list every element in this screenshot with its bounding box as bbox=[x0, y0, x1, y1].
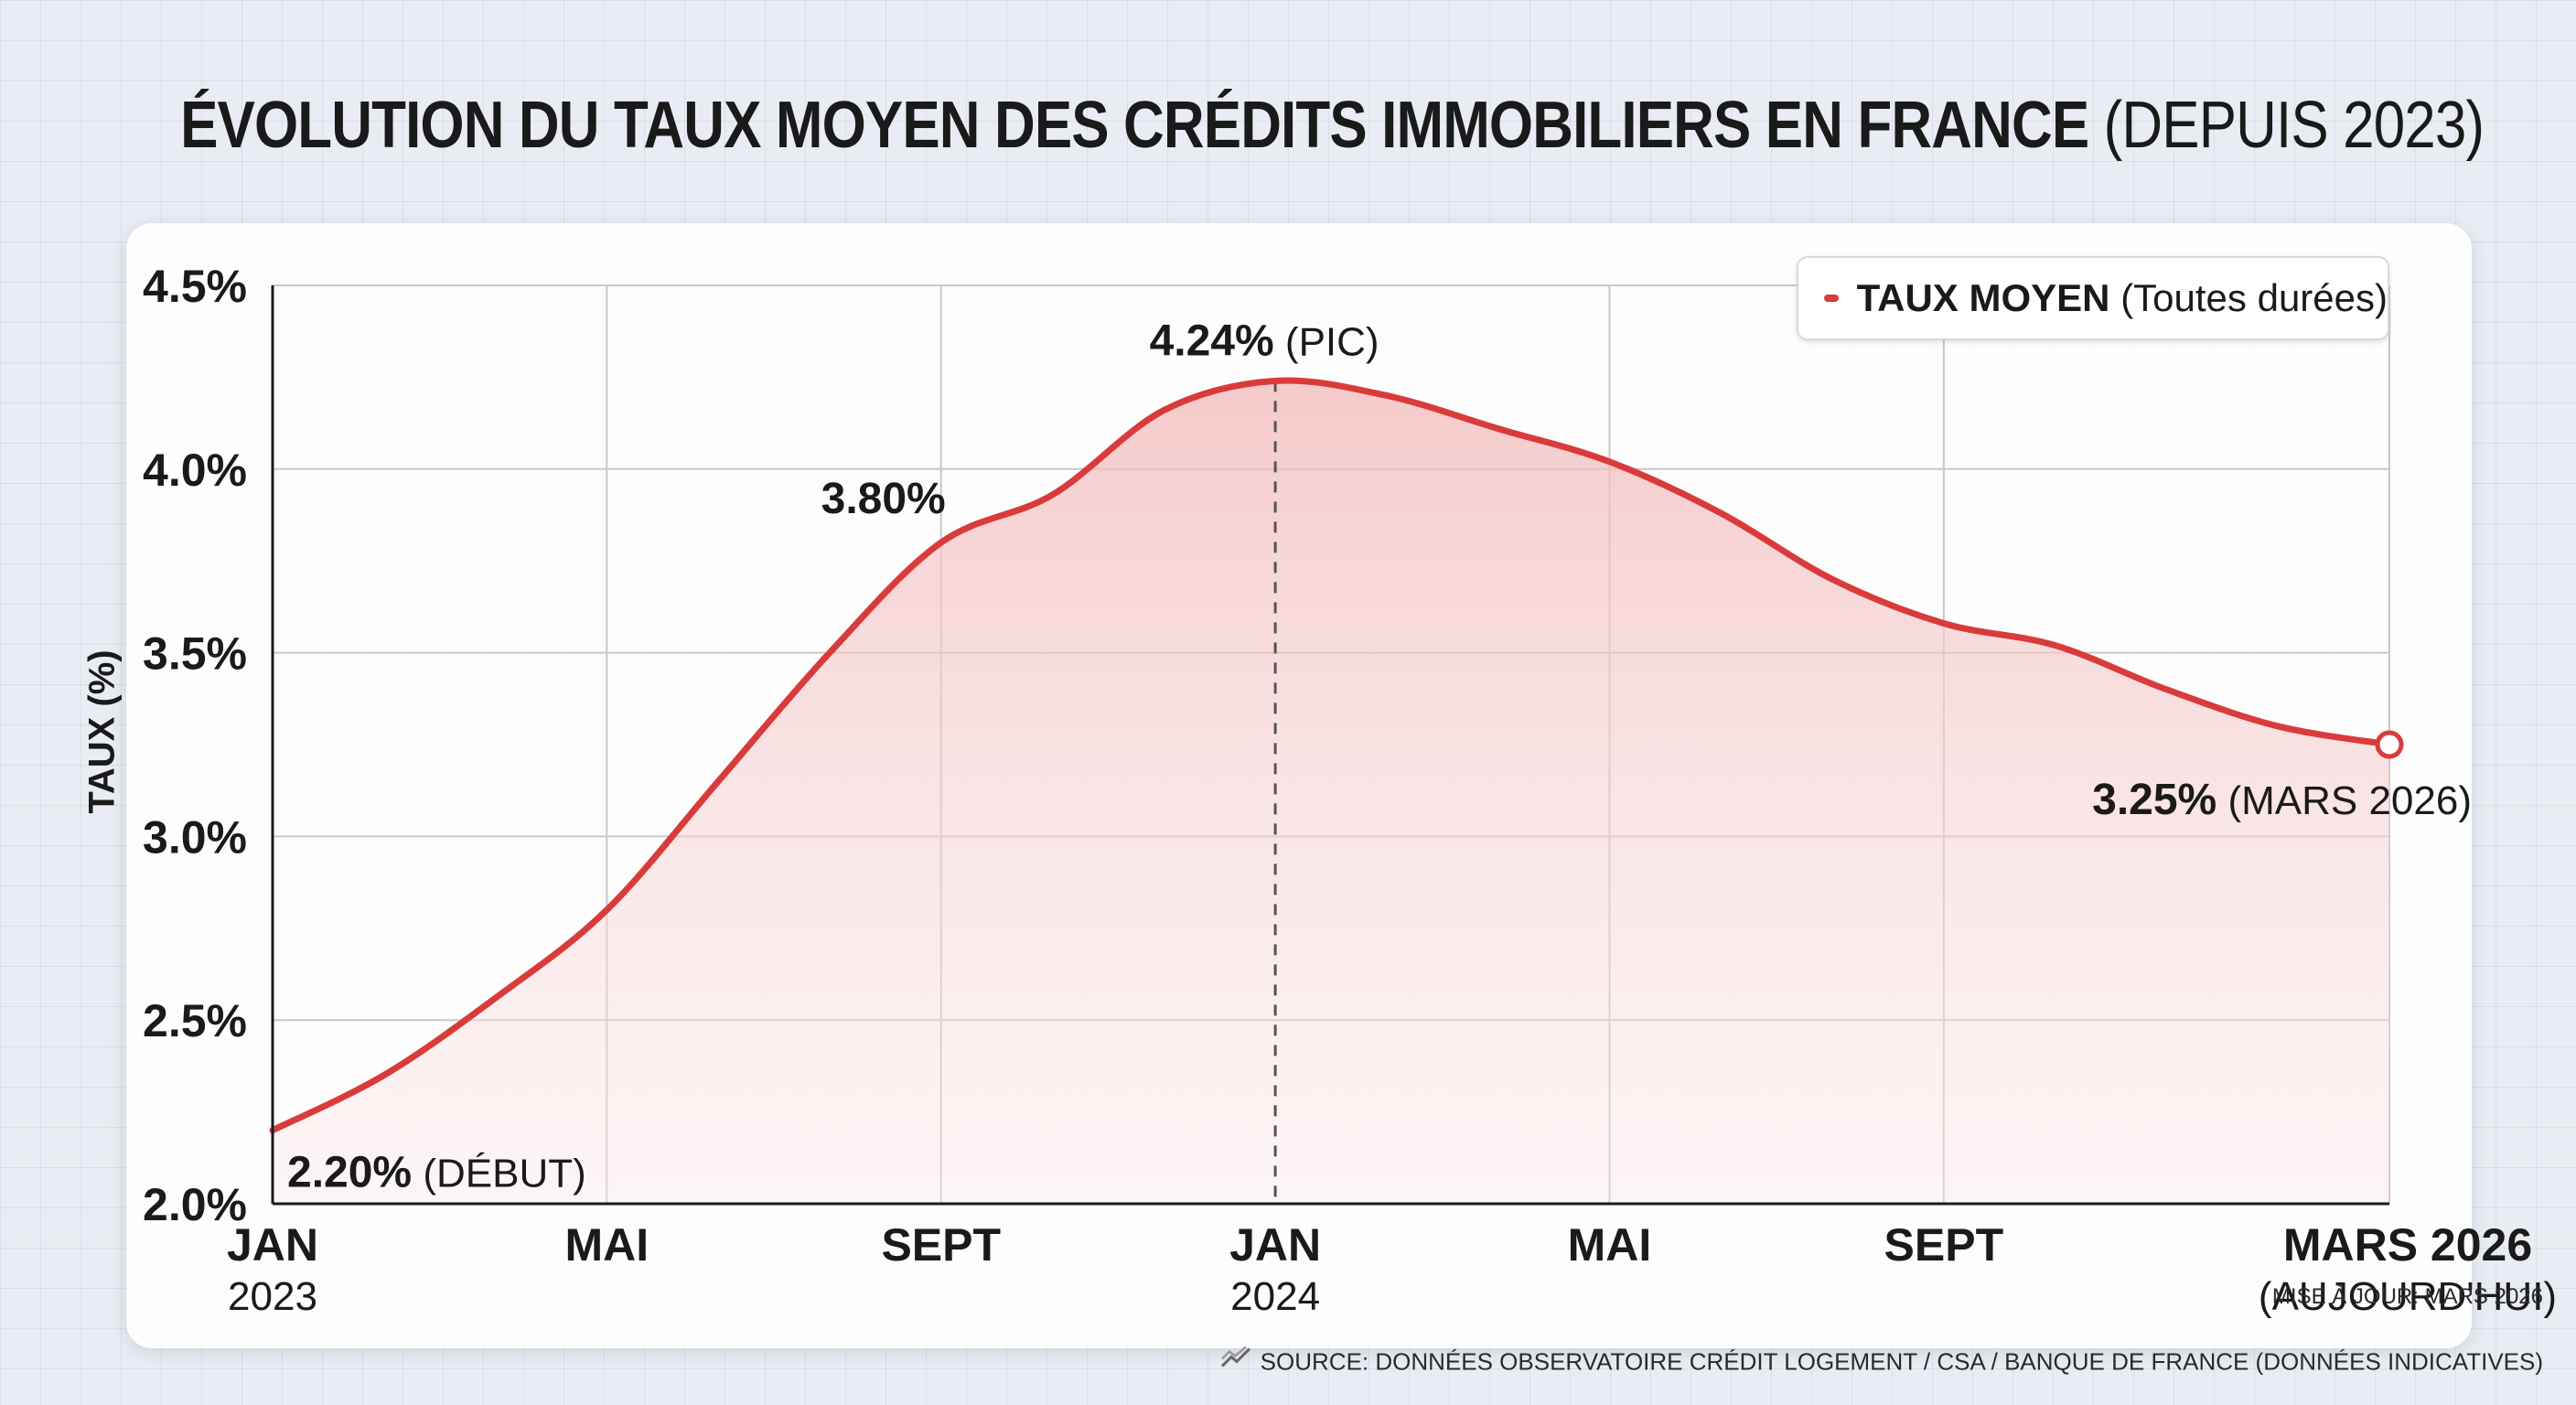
page-title: ÉVOLUTION DU TAUX MOYEN DES CRÉDITS IMMO… bbox=[180, 88, 2485, 163]
x-tick-sublabel: 2023 bbox=[228, 1274, 317, 1319]
x-tick-label: MAI bbox=[1568, 1219, 1652, 1271]
data-label: 4.24% (PIC) bbox=[1150, 316, 1379, 365]
y-tick-label: 3.5% bbox=[143, 628, 247, 680]
data-label-value: 4.24% bbox=[1150, 316, 1274, 365]
x-tick-label: JAN bbox=[1229, 1219, 1321, 1271]
data-label-value: 2.20% bbox=[287, 1149, 412, 1197]
x-tick-sublabel: 2024 bbox=[1230, 1274, 1320, 1319]
source-note: SOURCE: DONNÉES OBSERVATOIRE CRÉDIT LOGE… bbox=[1220, 1346, 2543, 1377]
legend-label: TAUX MOYEN (Toutes durées) bbox=[1857, 276, 2388, 320]
end-point-marker bbox=[2375, 730, 2404, 759]
x-tick-label: SEPT bbox=[1884, 1219, 2004, 1271]
data-label-value: 3.25% bbox=[2092, 776, 2216, 824]
series-area bbox=[273, 380, 2389, 1205]
legend-label-light: (Toutes durées) bbox=[2120, 276, 2388, 319]
data-label-value: 3.80% bbox=[821, 475, 946, 523]
x-tick-label: JAN bbox=[227, 1219, 318, 1271]
y-tick-label: 3.0% bbox=[143, 811, 247, 863]
y-tick-label: 4.5% bbox=[143, 261, 247, 312]
legend-label-bold: TAUX MOYEN bbox=[1856, 276, 2110, 319]
data-label-note: (MARS 2026) bbox=[2216, 778, 2472, 823]
data-label: 3.80% bbox=[821, 475, 946, 523]
y-tick-label: 2.5% bbox=[143, 995, 247, 1046]
x-tick-label: SEPT bbox=[881, 1219, 1001, 1271]
data-label-note: (DÉBUT) bbox=[412, 1152, 586, 1196]
title-sub: (DEPUIS 2023) bbox=[2103, 89, 2485, 162]
data-label-note: (PIC) bbox=[1274, 319, 1379, 364]
legend: TAUX MOYEN (Toutes durées) bbox=[1797, 256, 2389, 340]
trend-lines-icon bbox=[1220, 1346, 1251, 1377]
y-tick-label: 4.0% bbox=[143, 445, 247, 496]
title-main: ÉVOLUTION DU TAUX MOYEN DES CRÉDITS IMMO… bbox=[180, 89, 2089, 162]
data-label: 3.25% (MARS 2026) bbox=[2092, 776, 2472, 824]
series-line bbox=[269, 377, 2393, 1134]
y-tick-label: 2.0% bbox=[143, 1179, 247, 1230]
data-label: 2.20% (DÉBUT) bbox=[287, 1149, 586, 1197]
legend-swatch bbox=[1824, 295, 1839, 302]
source-text: SOURCE: DONNÉES OBSERVATOIRE CRÉDIT LOGE… bbox=[1260, 1347, 2543, 1376]
x-tick-sublabel: (AUJOURD'HUI) bbox=[2259, 1274, 2557, 1319]
x-tick-label: MARS 2026 bbox=[2283, 1219, 2532, 1271]
x-tick-label: MAI bbox=[565, 1219, 649, 1271]
update-note: MISE À JOUR: MARS 2026 bbox=[2271, 1284, 2543, 1309]
